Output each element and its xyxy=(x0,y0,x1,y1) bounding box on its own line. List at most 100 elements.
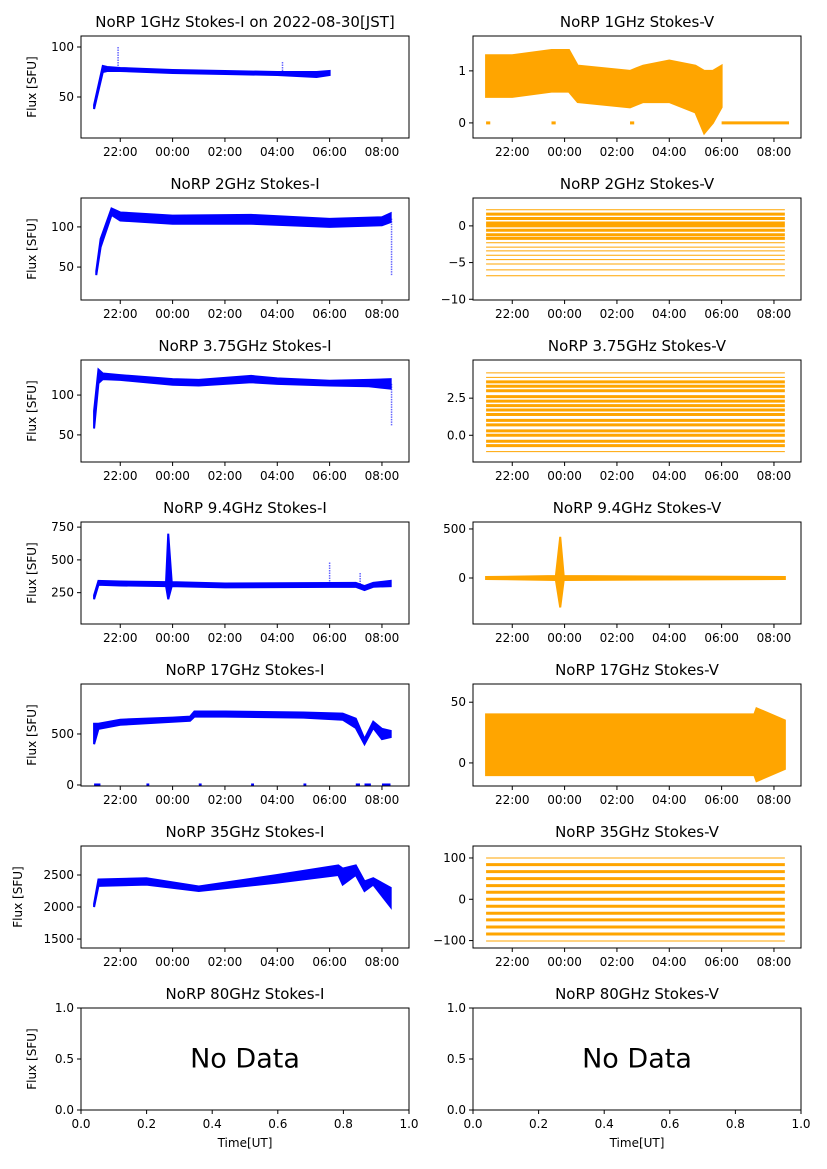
axes-frame xyxy=(472,845,802,949)
x-tick-label: 22:00 xyxy=(495,793,530,807)
x-tick-label: 22:00 xyxy=(103,307,138,321)
y-tick-label: 500 xyxy=(443,522,466,536)
y-tick-label: 1.0 xyxy=(55,1001,74,1015)
x-tick-label: 04:00 xyxy=(652,631,687,645)
plot-area xyxy=(485,706,786,783)
axes-frame xyxy=(80,683,410,787)
x-tick-label: 04:00 xyxy=(652,955,687,969)
x-tick-label: 0.6 xyxy=(268,1117,287,1131)
axes-frame xyxy=(80,359,410,463)
y-tick-label: 250 xyxy=(51,586,74,600)
x-tick-label: 00:00 xyxy=(547,793,582,807)
x-tick-label: 04:00 xyxy=(260,631,295,645)
data-band xyxy=(93,533,392,600)
y-axis-label: Flux [SFU] xyxy=(25,380,39,441)
subplot-12: 0.0 0.2 0.4 0.6 0.8 1.0 0.0 0.5 1.0 NoRP 80GHz St… xyxy=(25,985,419,1150)
y-tick-label: 1 xyxy=(458,64,466,78)
y-tick-label: −10 xyxy=(441,292,466,306)
x-tick-label: 00:00 xyxy=(547,307,582,321)
x-tick-label: 00:00 xyxy=(155,631,190,645)
x-tick-label: 06:00 xyxy=(312,145,347,159)
x-tick-label: 22:00 xyxy=(103,631,138,645)
axes-frame xyxy=(472,683,802,787)
plot-area xyxy=(485,49,790,136)
subplot-1: 22:00 00:00 02:00 04:00 06:00 08:00 0 1 NoRP 1GH… xyxy=(458,13,802,159)
x-tick-label: 00:00 xyxy=(547,631,582,645)
axes-frame xyxy=(472,35,802,139)
x-tick-label: 08:00 xyxy=(757,793,792,807)
x-tick-label: 02:00 xyxy=(208,631,243,645)
y-tick-label: 500 xyxy=(51,553,74,567)
plot-area xyxy=(93,47,331,110)
x-tick-label: 02:00 xyxy=(600,793,635,807)
x-tick-label: 0.6 xyxy=(660,1117,679,1131)
y-tick-label: 0 xyxy=(66,778,74,792)
y-tick-label: 0.5 xyxy=(447,1052,466,1066)
y-tick-label: 1.0 xyxy=(447,1001,466,1015)
subplot-4: 22:00 00:00 02:00 04:00 06:00 08:00 50 100 NoRP … xyxy=(25,337,410,483)
subplot-title: NoRP 2GHz Stokes-I xyxy=(170,175,319,193)
x-tick-label: 00:00 xyxy=(547,145,582,159)
y-tick-label: 0 xyxy=(458,571,466,585)
subplot-title: NoRP 9.4GHz Stokes-V xyxy=(553,499,722,517)
plot-area xyxy=(486,209,785,277)
y-tick-label: 2500 xyxy=(43,868,74,882)
x-tick-label: 22:00 xyxy=(495,631,530,645)
x-tick-label: 04:00 xyxy=(260,145,295,159)
subplot-title: NoRP 35GHz Stokes-V xyxy=(555,823,720,841)
x-tick-label: 08:00 xyxy=(757,631,792,645)
data-band xyxy=(485,49,723,136)
axes-frame xyxy=(472,521,802,625)
axes-frame xyxy=(472,197,802,301)
x-tick-label: 22:00 xyxy=(103,469,138,483)
plot-area xyxy=(485,536,786,608)
x-tick-label: 1.0 xyxy=(791,1117,810,1131)
x-tick-label: 0.4 xyxy=(595,1117,614,1131)
x-tick-label: 06:00 xyxy=(704,631,739,645)
data-band xyxy=(93,864,392,910)
y-axis-label: Flux [SFU] xyxy=(25,542,39,603)
x-tick-label: 00:00 xyxy=(155,307,190,321)
subplot-title: NoRP 1GHz Stokes-V xyxy=(560,13,715,31)
x-tick-label: 06:00 xyxy=(704,469,739,483)
x-tick-label: 08:00 xyxy=(365,469,400,483)
subplot-title: NoRP 35GHz Stokes-I xyxy=(166,823,325,841)
y-tick-label: 2.5 xyxy=(447,391,466,405)
x-tick-label: 0.0 xyxy=(463,1117,482,1131)
subplot-3: 22:00 00:00 02:00 04:00 06:00 08:00 −10 −5 0 NoRP… xyxy=(441,175,802,321)
axes-frame xyxy=(80,521,410,625)
x-tick-label: 04:00 xyxy=(260,955,295,969)
x-tick-label: 08:00 xyxy=(757,469,792,483)
x-tick-label: 06:00 xyxy=(312,631,347,645)
no-data-annotation: No Data xyxy=(582,1044,692,1075)
x-tick-label: 08:00 xyxy=(365,631,400,645)
plot-area xyxy=(486,857,785,942)
x-tick-label: 06:00 xyxy=(312,469,347,483)
y-tick-label: 0 xyxy=(458,116,466,130)
axes-frame xyxy=(80,35,410,139)
x-tick-label: 04:00 xyxy=(260,793,295,807)
x-tick-label: 04:00 xyxy=(260,469,295,483)
x-tick-label: 22:00 xyxy=(103,955,138,969)
x-tick-label: 02:00 xyxy=(208,145,243,159)
x-tick-label: 02:00 xyxy=(600,955,635,969)
x-tick-label: 22:00 xyxy=(103,793,138,807)
x-axis-label: Time[UT] xyxy=(217,1136,273,1150)
data-band xyxy=(93,64,331,110)
x-tick-label: 00:00 xyxy=(155,793,190,807)
subplot-title: NoRP 80GHz Stokes-V xyxy=(555,985,720,1003)
y-axis-label: Flux [SFU] xyxy=(25,56,39,117)
x-tick-label: 02:00 xyxy=(600,631,635,645)
x-tick-label: 04:00 xyxy=(652,469,687,483)
y-tick-label: 50 xyxy=(59,428,74,442)
axes-frame xyxy=(80,197,410,301)
y-tick-label: 0.0 xyxy=(55,1103,74,1117)
x-tick-label: 06:00 xyxy=(312,307,347,321)
x-tick-label: 22:00 xyxy=(103,145,138,159)
subplot-title: NoRP 17GHz Stokes-I xyxy=(166,661,325,679)
y-tick-label: −100 xyxy=(433,934,466,948)
x-tick-label: 04:00 xyxy=(652,145,687,159)
x-tick-label: 06:00 xyxy=(704,307,739,321)
y-tick-label: 100 xyxy=(51,388,74,402)
